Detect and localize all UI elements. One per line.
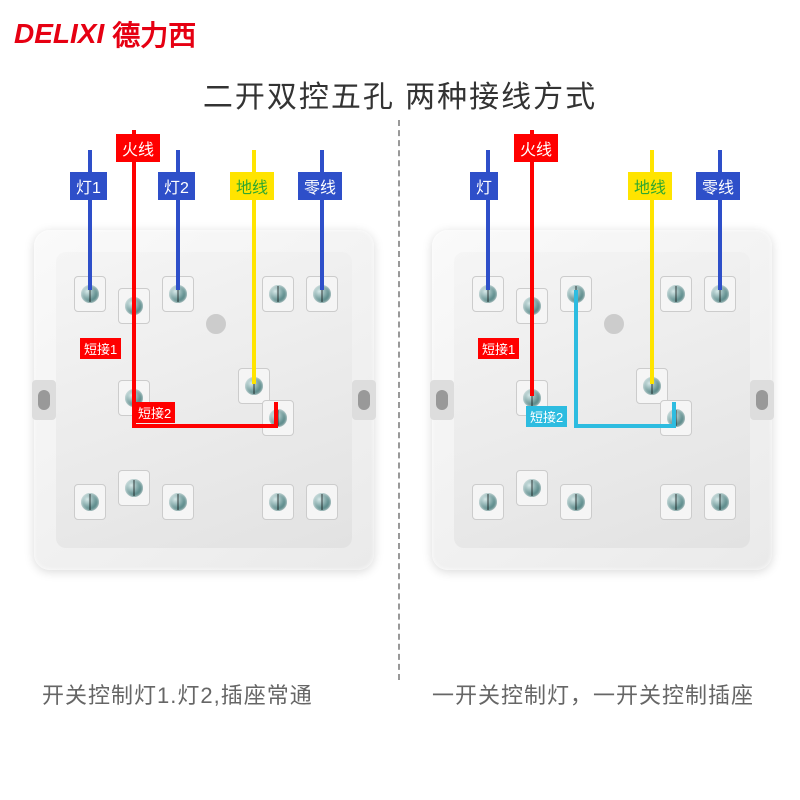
label-lamp: 灯 [470,172,498,200]
label-live: 火线 [514,134,558,162]
wire-jumper2-v2 [672,402,676,428]
terminal [262,276,294,312]
terminal [74,484,106,520]
label-lamp1: 灯1 [70,172,107,200]
wire-jumper2-v [574,290,578,426]
main-title: 二开双控五孔 两种接线方式 [0,72,800,116]
wire-jumper2-h [574,424,674,428]
wire-lamp [486,150,490,290]
label-jumper1: 短接1 [80,338,121,359]
vertical-divider [398,120,400,680]
wire-neutral [320,150,324,290]
wire-neutral [718,150,722,290]
wire-lamp2 [176,150,180,290]
terminal [262,400,294,436]
center-hole [206,314,226,334]
label-live: 火线 [116,134,160,162]
terminal [306,484,338,520]
diagram-area: 灯1 火线 灯2 地线 零线 短接1 短接2 [0,120,800,700]
label-neutral: 零线 [298,172,342,200]
wire-jumper2-h [132,424,276,428]
wiring-diagram-right: 灯 火线 地线 零线 短接1 短接2 [432,230,772,630]
label-ground: 地线 [230,172,274,200]
label-lamp2: 灯2 [158,172,195,200]
wire-jumper1 [530,308,534,396]
brand-en: DELIXI [14,18,104,50]
caption-left: 开关控制灯1.灯2,插座常通 [42,678,313,710]
wire-jumper1 [132,308,136,396]
wiring-diagram-left: 灯1 火线 灯2 地线 零线 短接1 短接2 [34,230,374,630]
terminal [118,470,150,506]
wire-jumper2-v2 [274,402,278,428]
label-jumper2: 短接2 [526,406,567,427]
label-ground: 地线 [628,172,672,200]
terminal [262,484,294,520]
label-neutral: 零线 [696,172,740,200]
brand-logo: DELIXI 德力西 [14,14,196,54]
terminal [162,484,194,520]
label-jumper1: 短接1 [478,338,519,359]
wire-lamp1 [88,150,92,290]
label-jumper2: 短接2 [134,402,175,423]
brand-cn: 德力西 [112,14,196,54]
caption-right: 一开关控制灯，一开关控制插座 [432,678,754,710]
